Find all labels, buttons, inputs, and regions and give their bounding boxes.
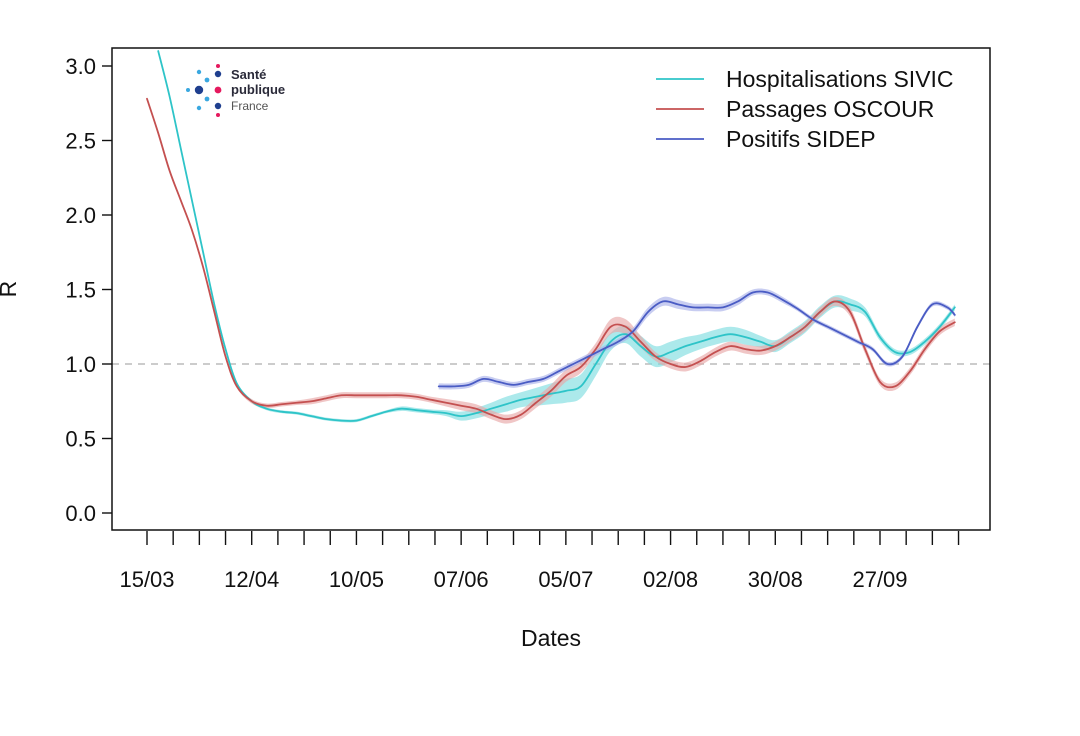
y-tick-label: 2.0 (65, 203, 96, 228)
y-axis: 0.0 0.5 1.0 1.5 2.0 2.5 3.0 (65, 54, 112, 526)
x-tick-label: 05/07 (538, 567, 593, 592)
y-tick-label: 1.5 (65, 278, 96, 303)
logo-dots-icon (186, 64, 222, 117)
series-lines (146, 50, 956, 422)
x-axis: 15/03 12/04 10/05 07/06 05/07 02/08 30/08 27/09 (119, 531, 960, 592)
x-tick-label: 15/03 (119, 567, 174, 592)
logo-line3: France (231, 99, 269, 113)
legend: Hospitalisations SIVIC Passages OSCOUR Pos… (656, 66, 954, 152)
legend-label-positifs-sidep: Positifs SIDEP (726, 126, 876, 152)
y-tick-label: 0.0 (65, 501, 96, 526)
y-axis-title: R (0, 281, 21, 298)
legend-label-hospitalisations-sivic: Hospitalisations SIVIC (726, 66, 954, 92)
x-tick-label: 27/09 (852, 567, 907, 592)
y-tick-label: 1.0 (65, 352, 96, 377)
sante-publique-france-logo: Santé publique France (186, 64, 285, 117)
band-positifs-sidep (438, 288, 955, 390)
y-tick-label: 0.5 (65, 427, 96, 452)
x-tick-label: 07/06 (434, 567, 489, 592)
y-tick-label: 2.5 (65, 129, 96, 154)
x-tick-label: 02/08 (643, 567, 698, 592)
series-line-positifs-sidep (437, 290, 956, 388)
x-tick-label: 12/04 (224, 567, 279, 592)
legend-label-passages-oscour: Passages OSCOUR (726, 96, 934, 122)
logo-line2: publique (231, 82, 285, 97)
y-tick-label: 3.0 (65, 54, 96, 79)
x-tick-label: 10/05 (329, 567, 384, 592)
x-tick-label: 30/08 (748, 567, 803, 592)
series-line-passages-oscour (146, 97, 956, 421)
logo-line1: Santé (231, 67, 266, 82)
x-axis-title: Dates (521, 625, 581, 651)
